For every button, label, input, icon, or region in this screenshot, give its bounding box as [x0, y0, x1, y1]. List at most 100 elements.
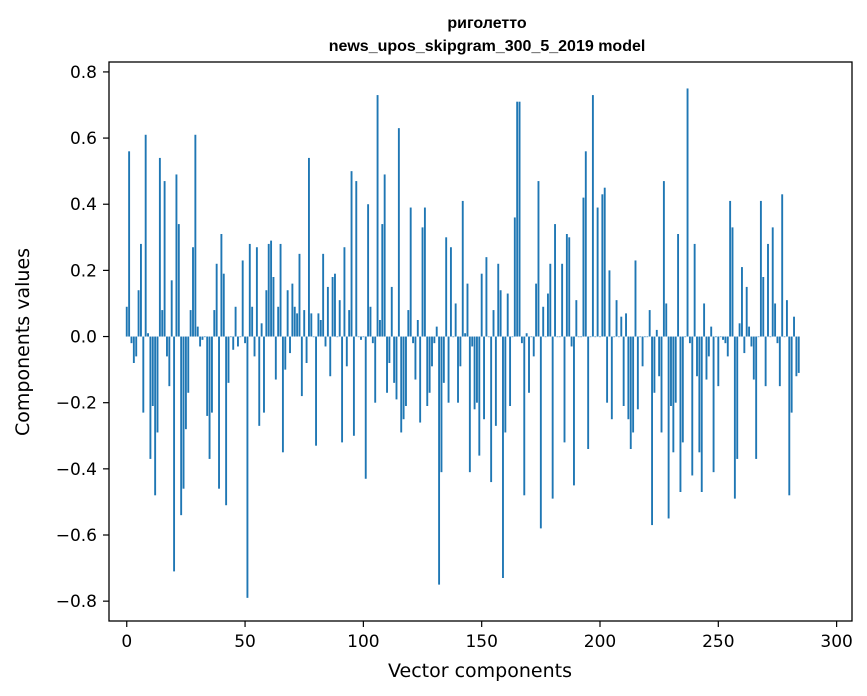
- bar: [286, 290, 289, 337]
- bar: [161, 310, 164, 337]
- bar: [310, 313, 313, 337]
- bar: [565, 234, 568, 337]
- bar: [390, 286, 393, 337]
- bar: [414, 336, 417, 380]
- bar: [234, 306, 237, 337]
- bar: [499, 290, 502, 337]
- bar: [440, 336, 443, 473]
- bar: [506, 293, 509, 337]
- bar: [381, 224, 384, 337]
- bar: [331, 277, 334, 337]
- bar: [374, 336, 377, 403]
- bar: [752, 336, 755, 380]
- bar: [714, 336, 717, 338]
- x-tick-label: 50: [234, 632, 256, 652]
- bar: [745, 286, 748, 337]
- bar: [480, 273, 483, 337]
- bar: [731, 227, 734, 337]
- bar: [305, 336, 308, 363]
- bar: [341, 336, 344, 443]
- bar: [632, 336, 635, 433]
- bar: [513, 217, 516, 337]
- bar: [573, 336, 575, 486]
- bar: [317, 313, 320, 337]
- bar: [296, 313, 299, 337]
- bar: [144, 134, 147, 337]
- bar: [213, 310, 216, 337]
- y-tick-label: −0.4: [56, 460, 97, 480]
- bar: [187, 336, 190, 393]
- bar: [265, 290, 268, 337]
- bar: [575, 300, 578, 337]
- bar: [561, 263, 564, 337]
- bar: [135, 336, 138, 357]
- bar: [774, 303, 777, 337]
- bar: [324, 336, 327, 347]
- bar: [154, 336, 157, 496]
- bar: [289, 336, 291, 354]
- bar: [151, 336, 154, 406]
- bar: [703, 303, 706, 337]
- bar: [596, 207, 599, 337]
- bar: [423, 207, 426, 337]
- bar: [130, 336, 133, 344]
- bar: [667, 336, 670, 519]
- bar: [674, 336, 677, 403]
- bar: [168, 336, 171, 387]
- bar: [442, 336, 445, 383]
- bar: [196, 326, 199, 337]
- bar: [293, 306, 296, 337]
- bar: [464, 333, 467, 337]
- bar: [494, 336, 497, 426]
- bar: [750, 336, 753, 347]
- bar: [407, 310, 410, 337]
- bar: [182, 336, 185, 489]
- bar: [648, 310, 651, 337]
- bar: [509, 336, 512, 406]
- bar: [684, 336, 687, 338]
- bar: [449, 247, 452, 337]
- bar: [208, 336, 211, 459]
- bar: [767, 243, 769, 337]
- bar: [778, 336, 781, 387]
- bar: [468, 336, 471, 473]
- bar: [431, 336, 433, 367]
- bar: [156, 336, 159, 433]
- bar: [386, 336, 388, 393]
- bar: [244, 336, 246, 344]
- bar: [741, 267, 743, 337]
- bar: [662, 181, 665, 337]
- bar: [303, 310, 306, 337]
- bar: [599, 336, 601, 338]
- bar: [613, 336, 616, 338]
- bar: [634, 260, 637, 337]
- bar: [644, 336, 646, 338]
- bar: [523, 336, 526, 496]
- bar: [797, 336, 800, 373]
- chart-subtitle: news_upos_skipgram_300_5_2019 model: [329, 38, 646, 55]
- bar: [258, 336, 261, 426]
- bar: [584, 151, 587, 337]
- x-tick-label: 300: [820, 632, 852, 652]
- bar: [601, 194, 604, 337]
- bar: [606, 336, 609, 403]
- bar: [677, 234, 680, 337]
- bar: [580, 336, 583, 338]
- bar: [125, 306, 128, 337]
- bar: [729, 200, 732, 337]
- bar: [371, 336, 374, 344]
- bar: [655, 329, 658, 337]
- bar: [128, 151, 131, 337]
- bar: [651, 336, 653, 526]
- bar: [691, 336, 694, 476]
- bar: [532, 336, 535, 357]
- bar: [435, 326, 438, 337]
- bar: [476, 336, 478, 403]
- bar: [158, 157, 161, 337]
- bar: [610, 336, 613, 420]
- bar: [658, 336, 661, 377]
- bar: [253, 336, 256, 357]
- bar: [447, 336, 450, 403]
- bar: [393, 336, 396, 383]
